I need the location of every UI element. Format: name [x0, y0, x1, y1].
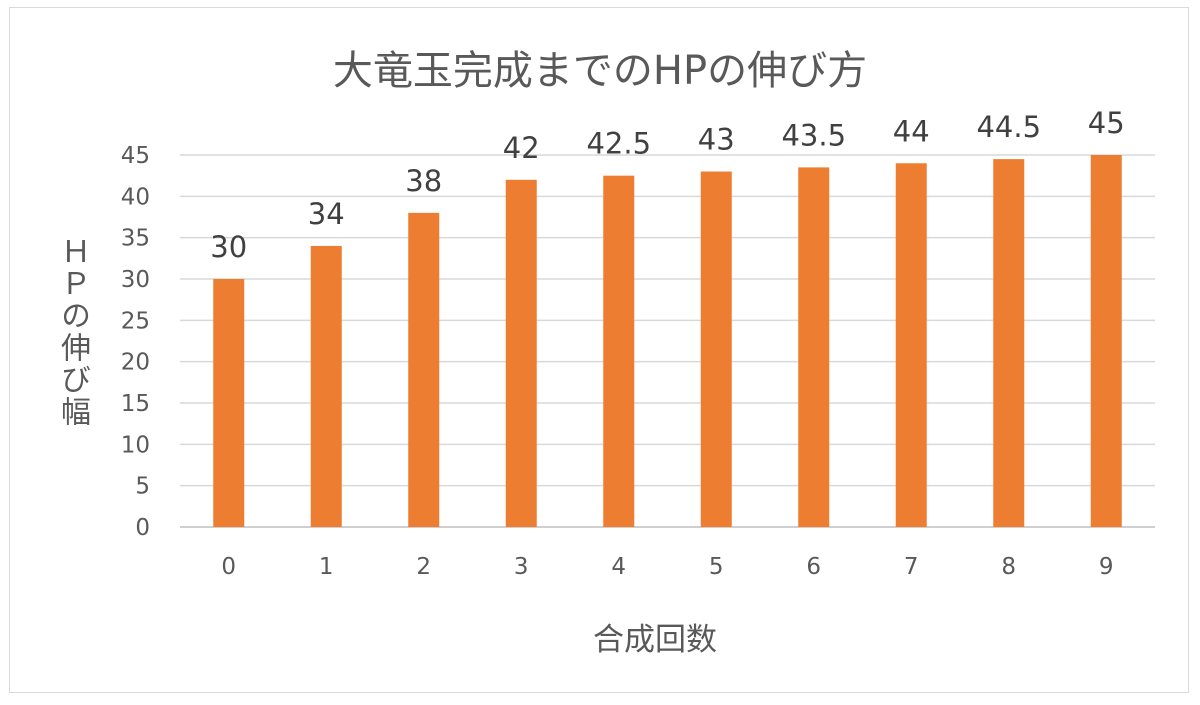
bar [213, 279, 245, 527]
y-tick-label: 30 [121, 267, 150, 293]
x-axis-label: 合成回数 [593, 622, 717, 658]
data-labels: 30 34 38 42 42.5 43 43.5 44 44.5 45 [210, 106, 1124, 264]
x-tick-label: 6 [806, 554, 821, 580]
x-tick-labels: 0 1 2 3 4 5 6 7 8 9 [221, 554, 1113, 580]
y-tick-label: 35 [121, 226, 150, 252]
data-label: 38 [405, 164, 442, 198]
bar [603, 175, 635, 527]
data-label: 34 [308, 197, 345, 231]
chart-title: 大竜玉完成までのHPの伸び方 [332, 48, 868, 94]
y-tick-label: 5 [135, 474, 150, 500]
y-tick-label: 15 [121, 391, 150, 417]
x-tick-label: 0 [221, 554, 236, 580]
y-tick-label: 0 [135, 515, 150, 541]
data-label: 43.5 [781, 118, 846, 152]
x-tick-label: 3 [514, 554, 529, 580]
data-label: 43 [698, 123, 735, 157]
x-tick-label: 4 [611, 554, 626, 580]
y-tick-label: 25 [121, 308, 150, 334]
bars [213, 155, 1122, 528]
bar [1090, 155, 1122, 527]
y-tick-label: 45 [121, 143, 150, 169]
bar [408, 212, 440, 527]
data-label: 30 [210, 230, 247, 264]
y-tick-label: 40 [121, 184, 150, 210]
data-label: 44.5 [976, 110, 1041, 144]
x-tick-label: 9 [1099, 554, 1114, 580]
x-tick-label: 2 [416, 554, 431, 580]
bar [993, 159, 1025, 527]
x-tick-label: 8 [1001, 554, 1016, 580]
bar [798, 167, 830, 527]
bar [310, 245, 342, 527]
bar [895, 163, 927, 527]
x-tick-label: 5 [709, 554, 724, 580]
y-axis-label: ＨＰの伸び幅 [55, 236, 90, 428]
gridlines [180, 154, 1155, 528]
data-label: 42 [503, 131, 540, 165]
x-tick-label: 1 [319, 554, 334, 580]
data-label: 44 [893, 114, 930, 148]
y-tick-label: 20 [121, 350, 150, 376]
bar [505, 179, 537, 528]
y-tick-labels: 0 5 10 15 20 25 30 35 40 45 [121, 143, 150, 541]
data-label: 42.5 [586, 127, 651, 161]
data-label: 45 [1088, 106, 1125, 140]
bar [700, 171, 732, 528]
y-tick-label: 10 [121, 432, 150, 458]
x-tick-label: 7 [904, 554, 919, 580]
chart-frame [9, 7, 1189, 693]
